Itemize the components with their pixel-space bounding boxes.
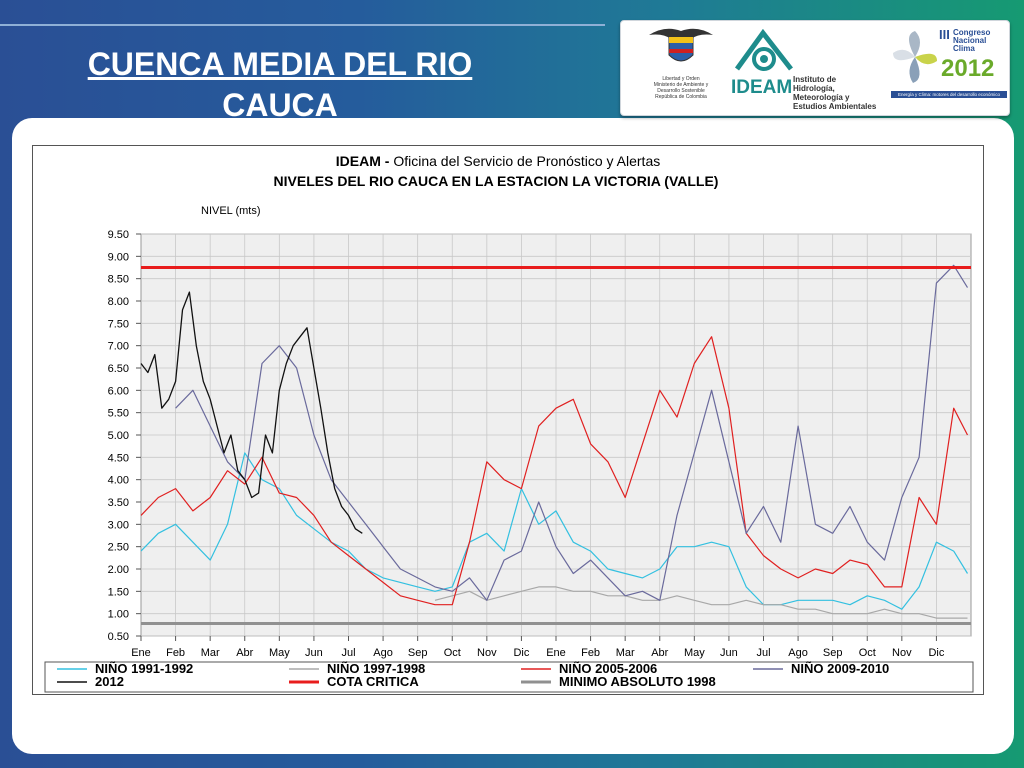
y-tick-label: 3.00 [108, 519, 129, 531]
y-tick-label: 0.50 [108, 631, 129, 643]
x-tick-label: Mar [201, 647, 220, 659]
congreso-year: 2012 [941, 55, 995, 82]
ideam-inst-line-3: Estudios Ambientales [793, 102, 877, 111]
y-tick-label: 5.00 [108, 430, 129, 442]
x-tick-label: Mar [616, 647, 635, 659]
y-tick-label: 7.00 [108, 341, 129, 353]
series-lines [140, 264, 971, 625]
ideam-swirl-icon [734, 29, 793, 71]
congreso-line-1: Congreso [953, 28, 991, 37]
x-tick-label: Nov [892, 647, 912, 659]
y-tick-label: 2.50 [108, 542, 129, 554]
ideam-institute-name: Instituto de Hidrología, Meteorología y … [793, 75, 879, 111]
ideam-inst-line-1: Instituto de Hidrología, [793, 75, 837, 93]
congreso-logo: III Congreso Nacional Clima 2012 Energía… [889, 25, 1007, 111]
ministry-line-4: República de Colombia [655, 94, 707, 100]
x-tick-labels: Ene Feb Mar Abr May Jun Jul Ago Sep Oct Nov Dic Ene F… [131, 647, 945, 659]
y-axis-label: NIVEL (mts) [201, 205, 261, 217]
x-tick-label: Abr [651, 647, 668, 659]
x-tick-label: Nov [477, 647, 497, 659]
y-tick-label: 6.00 [108, 385, 129, 397]
slide-title-line2: CAUCA [222, 87, 338, 123]
legend-label-nino_1991: NIÑO 1991-1992 [95, 661, 193, 676]
y-tick-label: 8.50 [108, 274, 129, 286]
logo-banner: Libertad y Orden Ministerio de Ambiente … [620, 20, 1010, 116]
y-tick-label: 8.00 [108, 296, 129, 308]
x-tick-label: Jul [341, 647, 355, 659]
x-tick-label: Ago [373, 647, 393, 659]
ministry-logo: Libertad y Orden Ministerio de Ambiente … [635, 25, 727, 111]
x-tick-label: Jun [720, 647, 738, 659]
series-line-nino_2009 [175, 264, 969, 601]
y-tick-label: 3.50 [108, 497, 129, 509]
x-tick-label: Sep [823, 647, 843, 659]
x-tick-label: Oct [444, 647, 461, 659]
x-tick-label: Ago [788, 647, 808, 659]
congreso-line-3: Clima [953, 44, 975, 53]
legend: NIÑO 1991-1992 NIÑO 1997-1998 NIÑO 2005-20… [57, 661, 889, 689]
legend-label-cota: COTA CRITICA [327, 674, 419, 689]
y-tick-label: 1.50 [108, 586, 129, 598]
legend-label-y2012: 2012 [95, 674, 124, 689]
ideam-wordmark: IDEAM [731, 77, 793, 98]
x-tick-label: Ene [546, 647, 566, 659]
congreso-roman: III [939, 27, 950, 42]
x-tick-label: Oct [859, 647, 876, 659]
y-tick-label: 2.00 [108, 564, 129, 576]
ideam-logo: IDEAM Instituto de Hidrología, Meteorolo… [729, 29, 879, 111]
ideam-inst-line-2: Meteorología y [793, 93, 850, 102]
chart-title: IDEAM - Oficina del Servicio de Pronósti… [336, 153, 660, 169]
x-tick-label: Abr [236, 647, 253, 659]
x-tick-label: Sep [408, 647, 428, 659]
y-tick-label: 1.00 [108, 609, 129, 621]
x-tick-label: Feb [581, 647, 600, 659]
ministry-line-2: Ministerio de Ambiente y [653, 82, 709, 88]
x-tick-label: Dic [513, 647, 529, 659]
y-tick-label: 7.50 [108, 318, 129, 330]
pinwheel-icon [893, 31, 937, 83]
congreso-line-2: Nacional [953, 36, 987, 45]
grid-lines [136, 233, 972, 641]
river-level-chart: IDEAM - Oficina del Servicio de Pronósti… [44, 153, 974, 693]
legend-label-nino_2005: NIÑO 2005-2006 [559, 661, 657, 676]
legend-label-nino_1997: NIÑO 1997-1998 [327, 661, 425, 676]
y-tick-label: 9.50 [108, 229, 129, 241]
series-line-y2012 [140, 291, 363, 534]
y-tick-label: 5.50 [108, 408, 129, 420]
header-rule [0, 24, 605, 26]
y-tick-label: 4.00 [108, 475, 129, 487]
y-tick-label: 9.00 [108, 251, 129, 263]
chart-title-text: Oficina del Servicio de Pronóstico y Ale… [393, 153, 660, 169]
ministry-line-1: Libertad y Orden [662, 76, 700, 82]
congreso-lines: Congreso Nacional Clima [953, 29, 990, 53]
x-tick-label: May [684, 647, 705, 659]
x-tick-label: Ene [131, 647, 151, 659]
series-line-nino_1997 [434, 586, 968, 619]
y-tick-labels: 0.50 1.00 1.50 2.00 2.50 3.00 3.50 4.00 4.50 5.00… [108, 229, 129, 643]
slide-title: CUENCA MEDIA DEL RIO CAUCA [30, 44, 530, 126]
x-tick-label: Jun [305, 647, 323, 659]
slide-title-line1: CUENCA MEDIA DEL RIO [87, 46, 473, 82]
chart-org: IDEAM - [336, 153, 394, 169]
legend-box [44, 661, 974, 693]
legend-label-nino_2009: NIÑO 2009-2010 [791, 661, 889, 676]
coat-of-arms-icon [649, 28, 713, 62]
x-tick-label: Jul [756, 647, 770, 659]
chart-frame: IDEAM - Oficina del Servicio de Pronósti… [32, 145, 984, 695]
congreso-tagline: Energía y Clima: motores del desarrollo … [891, 91, 1007, 98]
series-line-nino_2005 [140, 336, 969, 606]
ministry-line-3: Desarrollo Sostenible [657, 88, 705, 94]
y-tick-label: 4.50 [108, 452, 129, 464]
x-tick-label: Dic [928, 647, 944, 659]
y-tick-label: 6.50 [108, 363, 129, 375]
x-tick-label: May [269, 647, 290, 659]
x-tick-label: Feb [166, 647, 185, 659]
series-line-nino_1991 [140, 452, 969, 610]
chart-subtitle: NIVELES DEL RIO CAUCA EN LA ESTACION LA … [274, 173, 719, 189]
legend-label-minimo: MINIMO ABSOLUTO 1998 [559, 674, 716, 689]
